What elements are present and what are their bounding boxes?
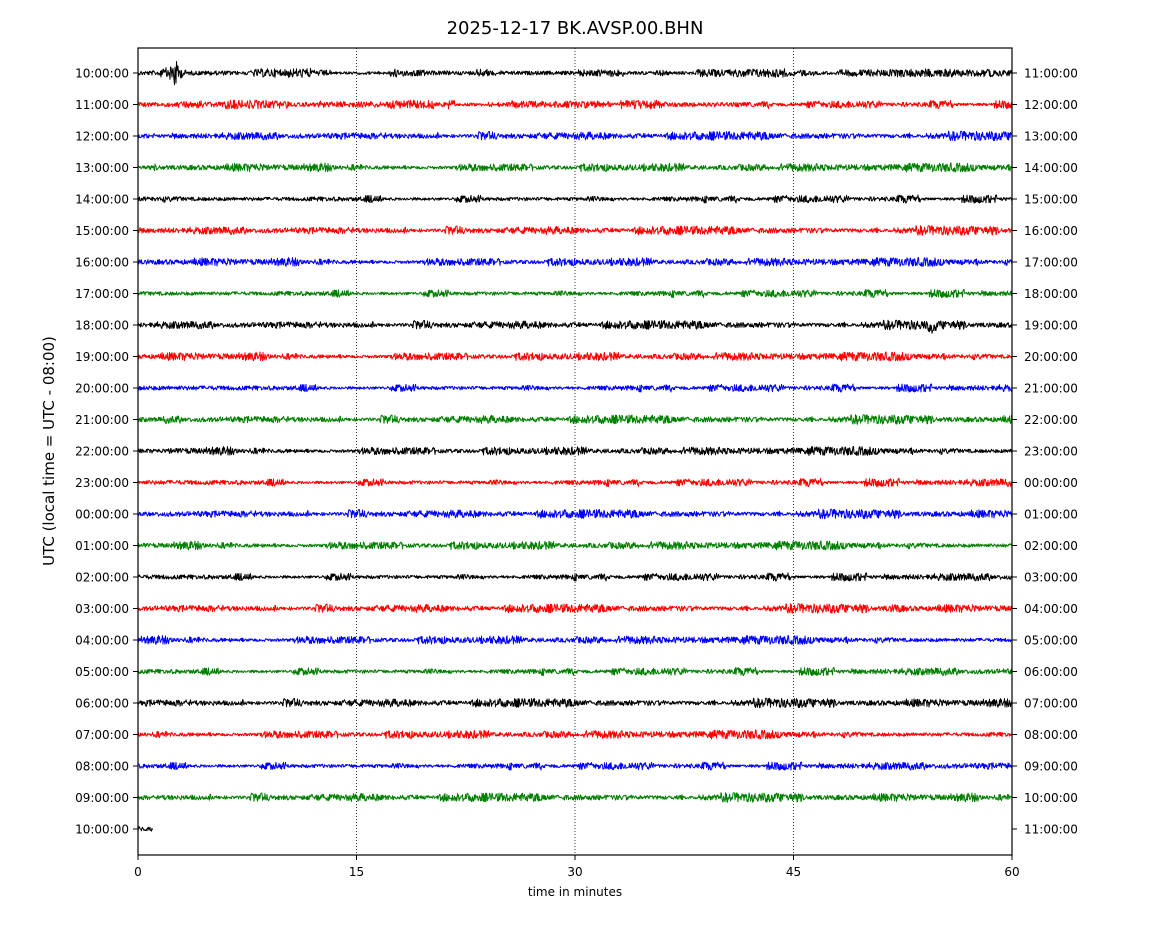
x-axis: 0 15 30 45 60 bbox=[134, 855, 1020, 879]
left-y-tick-label: 16:00:00 bbox=[75, 256, 129, 270]
trace-line bbox=[137, 478, 1013, 487]
right-y-tick-label: 17:00:00 bbox=[1024, 256, 1078, 270]
right-y-tick-label: 12:00:00 bbox=[1024, 98, 1078, 112]
right-y-axis: 11:00:00 12:00:00 13:00:00 14:00:00 15:00:00… bbox=[1012, 67, 1078, 837]
right-y-tick-label: 07:00:00 bbox=[1024, 697, 1078, 711]
right-y-tick-label: 05:00:00 bbox=[1024, 634, 1078, 648]
trace-line bbox=[137, 572, 1013, 582]
right-y-tick-label: 16:00:00 bbox=[1024, 224, 1078, 238]
right-y-tick-label: 02:00:00 bbox=[1024, 539, 1078, 553]
trace-line bbox=[137, 61, 1013, 86]
right-y-tick-label: 18:00:00 bbox=[1024, 287, 1078, 301]
left-y-tick-label: 14:00:00 bbox=[75, 193, 129, 207]
left-y-tick-label: 09:00:00 bbox=[75, 791, 129, 805]
left-y-tick-label: 17:00:00 bbox=[75, 287, 129, 301]
grid-lines bbox=[356, 48, 794, 855]
trace-line bbox=[137, 603, 1013, 614]
right-y-tick-label: 09:00:00 bbox=[1024, 760, 1078, 774]
left-y-tick-label: 10:00:00 bbox=[75, 823, 129, 837]
trace-line bbox=[137, 508, 1013, 520]
trace-line bbox=[137, 289, 1013, 298]
left-y-tick-label: 12:00:00 bbox=[75, 130, 129, 144]
trace-line bbox=[137, 446, 1013, 456]
right-y-tick-label: 04:00:00 bbox=[1024, 602, 1078, 616]
x-tick-label: 45 bbox=[786, 865, 801, 879]
left-y-tick-label: 23:00:00 bbox=[75, 476, 129, 490]
x-tick-label: 30 bbox=[567, 865, 582, 879]
left-y-tick-label: 06:00:00 bbox=[75, 697, 129, 711]
left-y-tick-label: 00:00:00 bbox=[75, 508, 129, 522]
right-y-tick-label: 00:00:00 bbox=[1024, 476, 1078, 490]
trace-line bbox=[137, 225, 1013, 236]
trace-line bbox=[137, 414, 1013, 425]
trace-line bbox=[137, 194, 1013, 204]
right-y-tick-label: 06:00:00 bbox=[1024, 665, 1078, 679]
left-y-tick-label: 18:00:00 bbox=[75, 319, 129, 333]
trace-line bbox=[137, 667, 1013, 676]
trace-line bbox=[137, 761, 1013, 771]
right-y-tick-label: 15:00:00 bbox=[1024, 193, 1078, 207]
trace-line bbox=[137, 257, 1013, 267]
x-tick-label: 60 bbox=[1004, 865, 1019, 879]
left-y-tick-label: 13:00:00 bbox=[75, 161, 129, 175]
trace-line bbox=[137, 826, 153, 832]
left-y-tick-label: 19:00:00 bbox=[75, 350, 129, 364]
right-y-tick-label: 22:00:00 bbox=[1024, 413, 1078, 427]
trace-line bbox=[137, 697, 1013, 709]
trace-line bbox=[137, 319, 1013, 334]
trace-line bbox=[137, 540, 1013, 551]
trace-line bbox=[137, 729, 1013, 740]
trace-line bbox=[137, 351, 1013, 362]
left-y-tick-label: 15:00:00 bbox=[75, 224, 129, 238]
left-y-axis: 10:00:00 11:00:00 12:00:00 13:00:00 14:00:00… bbox=[75, 67, 138, 837]
left-y-tick-label: 05:00:00 bbox=[75, 665, 129, 679]
left-y-tick-label: 22:00:00 bbox=[75, 445, 129, 459]
trace-line bbox=[137, 162, 1013, 173]
x-tick-label: 0 bbox=[134, 865, 142, 879]
right-y-tick-label: 19:00:00 bbox=[1024, 319, 1078, 333]
trace-line bbox=[137, 130, 1013, 142]
right-y-tick-label: 01:00:00 bbox=[1024, 508, 1078, 522]
right-y-tick-label: 11:00:00 bbox=[1024, 823, 1078, 837]
x-tick-label: 15 bbox=[349, 865, 364, 879]
left-y-tick-label: 07:00:00 bbox=[75, 728, 129, 742]
traces bbox=[137, 61, 1013, 832]
left-y-tick-label: 20:00:00 bbox=[75, 382, 129, 396]
x-axis-label: time in minutes bbox=[528, 885, 622, 899]
left-y-tick-label: 21:00:00 bbox=[75, 413, 129, 427]
left-y-tick-label: 10:00:00 bbox=[75, 67, 129, 81]
left-y-tick-label: 04:00:00 bbox=[75, 634, 129, 648]
chart-title: 2025-12-17 BK.AVSP.00.BHN bbox=[447, 18, 704, 39]
left-y-tick-label: 02:00:00 bbox=[75, 571, 129, 585]
trace-line bbox=[137, 635, 1013, 645]
trace-line bbox=[137, 792, 1013, 803]
right-y-tick-label: 23:00:00 bbox=[1024, 445, 1078, 459]
right-y-tick-label: 11:00:00 bbox=[1024, 67, 1078, 81]
right-y-tick-label: 13:00:00 bbox=[1024, 130, 1078, 144]
right-y-tick-label: 03:00:00 bbox=[1024, 571, 1078, 585]
right-y-tick-label: 21:00:00 bbox=[1024, 382, 1078, 396]
trace-line bbox=[138, 99, 1013, 110]
left-y-tick-label: 11:00:00 bbox=[75, 98, 129, 112]
y-axis-label: UTC (local time = UTC - 08:00) bbox=[40, 336, 58, 566]
trace-line bbox=[137, 383, 1013, 393]
right-y-tick-label: 20:00:00 bbox=[1024, 350, 1078, 364]
left-y-tick-label: 08:00:00 bbox=[75, 760, 129, 774]
right-y-tick-label: 10:00:00 bbox=[1024, 791, 1078, 805]
right-y-tick-label: 14:00:00 bbox=[1024, 161, 1078, 175]
left-y-tick-label: 01:00:00 bbox=[75, 539, 129, 553]
right-y-tick-label: 08:00:00 bbox=[1024, 728, 1078, 742]
left-y-tick-label: 03:00:00 bbox=[75, 602, 129, 616]
